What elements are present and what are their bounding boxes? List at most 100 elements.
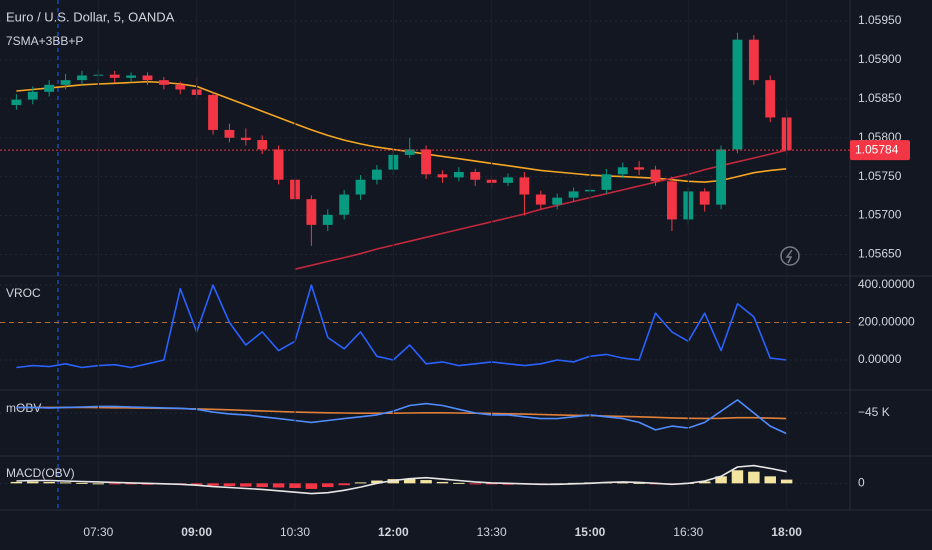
histogram-bar: [731, 470, 744, 484]
histogram-bar: [403, 478, 416, 484]
y-tick-label: 1.05850: [858, 91, 902, 105]
histogram-bar: [43, 481, 55, 484]
histogram-bar: [27, 481, 39, 484]
candle-body: [109, 74, 120, 78]
histogram-bar: [59, 482, 72, 484]
histogram-bar: [436, 481, 449, 484]
histogram-bar: [764, 476, 776, 484]
candle-body: [617, 167, 628, 175]
y-tick-label: −45 K: [858, 405, 890, 419]
x-tick-label: 09:00: [181, 525, 212, 539]
y-tick-label: 0: [858, 476, 865, 490]
candle-body: [208, 94, 218, 130]
candle-body: [568, 191, 579, 198]
histogram-bar: [289, 483, 301, 488]
histogram-bar: [190, 483, 203, 485]
pane-title: VROC: [6, 286, 41, 300]
y-tick-label: 200.00000: [858, 315, 915, 329]
candle-body: [126, 75, 137, 78]
candle-body: [732, 39, 743, 150]
candle-body: [11, 99, 22, 106]
candle-body: [27, 91, 38, 100]
candle-body: [716, 149, 726, 205]
candle-body: [421, 149, 432, 175]
histogram-bar: [748, 471, 760, 484]
histogram-bar: [240, 483, 252, 487]
candle-body: [60, 80, 71, 85]
candle-body: [257, 140, 268, 150]
candle-body: [650, 169, 661, 182]
histogram-bar: [453, 482, 465, 484]
candle-body: [535, 194, 546, 205]
x-tick-label: 12:00: [378, 525, 409, 539]
last-price-label: 1.05784: [855, 142, 899, 156]
histogram-bar: [780, 479, 793, 484]
candle-body: [355, 179, 366, 195]
series-line: [16, 399, 787, 435]
candle-body: [470, 171, 481, 180]
histogram-bar: [354, 482, 367, 484]
candle-body: [503, 177, 513, 183]
histogram-bar: [698, 481, 711, 484]
histogram-bar: [322, 483, 334, 488]
candle-body: [453, 171, 464, 178]
histogram-bar: [633, 482, 645, 484]
histogram-bar: [469, 483, 481, 485]
series-line: [16, 464, 787, 495]
series-line: [294, 149, 787, 270]
indicator-label: 7SMA+3BB+P: [6, 34, 83, 48]
candle-body: [519, 177, 530, 195]
y-tick-label: 1.05900: [858, 52, 902, 66]
histogram-bar: [10, 481, 23, 484]
candle-body: [437, 174, 448, 178]
x-tick-label: 07:30: [83, 525, 113, 539]
candle-body: [765, 80, 776, 118]
histogram-bar: [207, 483, 219, 486]
histogram-bar: [485, 483, 498, 485]
histogram-bar: [223, 483, 236, 487]
series-line: [16, 284, 787, 369]
candle-body: [158, 80, 169, 85]
last-price-box: [850, 140, 910, 161]
x-tick-label: 18:00: [771, 525, 802, 539]
histogram-bar: [338, 483, 350, 486]
y-tick-label: 1.05650: [858, 247, 902, 261]
histogram-bar: [715, 476, 727, 484]
x-tick-label: 15:00: [575, 525, 606, 539]
plot: 1.056501.057001.057501.058001.058501.059…: [0, 13, 916, 540]
chart-title: Euro / U.S. Dollar, 5, OANDA: [6, 9, 175, 24]
alert-icon-bolt: [785, 249, 793, 264]
candle-body: [175, 84, 186, 90]
y-tick-label: 0.00000: [858, 352, 902, 366]
candle-body: [273, 149, 284, 180]
candle-body: [77, 75, 87, 81]
histogram-bar: [76, 482, 88, 484]
histogram-bar: [108, 483, 121, 485]
y-tick-label: 1.05700: [858, 208, 902, 222]
candle-body: [634, 167, 645, 170]
candle-body: [306, 199, 317, 225]
histogram-bar: [371, 480, 383, 484]
x-tick-label: 16:30: [673, 525, 703, 539]
alert-icon[interactable]: [780, 246, 800, 266]
candle-body: [339, 194, 350, 215]
candle-body: [240, 137, 251, 141]
x-tick-label: 10:30: [280, 525, 310, 539]
candle-body: [404, 149, 415, 155]
histogram-bar: [125, 483, 137, 485]
candle-body: [322, 214, 333, 225]
candle-body: [601, 174, 612, 190]
histogram-bar: [256, 483, 268, 488]
histogram-bar: [305, 483, 318, 489]
candle-body: [224, 129, 235, 138]
candle-body: [552, 197, 563, 205]
series-line: [16, 80, 787, 183]
candle-body: [748, 39, 759, 81]
histogram-bar: [92, 483, 105, 485]
y-tick-label: 1.05750: [858, 169, 902, 183]
y-tick-label: 400.00000: [858, 277, 915, 291]
pane-title: MACD(OBV): [6, 466, 75, 480]
y-tick-label: 1.05950: [858, 13, 902, 27]
candle-body: [372, 169, 382, 180]
